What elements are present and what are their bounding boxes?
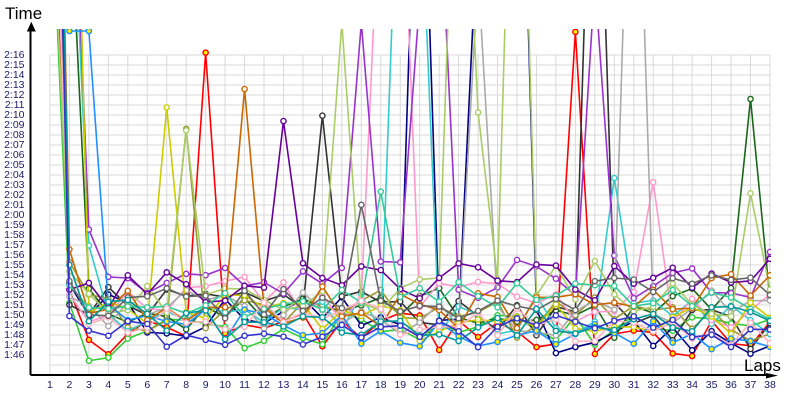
svg-text:3: 3 [86, 379, 92, 391]
svg-text:7: 7 [164, 379, 170, 391]
svg-text:29: 29 [589, 379, 601, 391]
svg-text:10: 10 [219, 379, 231, 391]
svg-text:11: 11 [239, 379, 250, 391]
svg-text:8: 8 [183, 379, 189, 391]
svg-text:Laps: Laps [744, 356, 781, 375]
svg-text:12: 12 [258, 379, 270, 391]
svg-text:34: 34 [686, 379, 698, 391]
svg-text:19: 19 [394, 379, 406, 391]
svg-text:25: 25 [511, 379, 523, 391]
svg-text:21: 21 [433, 379, 445, 391]
svg-text:35: 35 [706, 379, 718, 391]
svg-text:13: 13 [278, 379, 290, 391]
svg-text:6: 6 [144, 379, 150, 391]
svg-text:36: 36 [725, 379, 737, 391]
svg-text:20: 20 [414, 379, 426, 391]
svg-text:14: 14 [297, 379, 309, 391]
svg-text:2: 2 [66, 379, 72, 391]
svg-text:28: 28 [570, 379, 582, 391]
svg-text:27: 27 [550, 379, 562, 391]
svg-text:22: 22 [453, 379, 465, 391]
svg-text:31: 31 [628, 379, 640, 391]
svg-text:24: 24 [492, 379, 504, 391]
svg-text:17: 17 [355, 379, 367, 391]
svg-text:9: 9 [203, 379, 209, 391]
svg-text:26: 26 [531, 379, 543, 391]
svg-text:23: 23 [472, 379, 484, 391]
svg-text:16: 16 [336, 379, 348, 391]
svg-text:5: 5 [125, 379, 131, 391]
svg-text:32: 32 [647, 379, 659, 391]
svg-text:2:16: 2:16 [4, 49, 25, 61]
svg-text:4: 4 [105, 379, 111, 391]
svg-text:18: 18 [375, 379, 387, 391]
svg-text:38: 38 [764, 379, 776, 391]
svg-text:37: 37 [745, 379, 757, 391]
svg-text:Time: Time [5, 4, 42, 23]
svg-text:15: 15 [317, 379, 329, 391]
svg-text:30: 30 [608, 379, 620, 391]
svg-text:1: 1 [47, 379, 53, 391]
svg-text:33: 33 [667, 379, 679, 391]
